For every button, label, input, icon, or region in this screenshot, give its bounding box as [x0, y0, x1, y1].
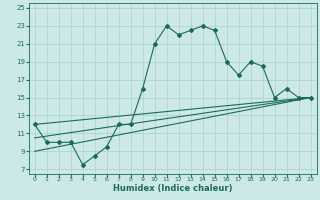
X-axis label: Humidex (Indice chaleur): Humidex (Indice chaleur) [113, 184, 232, 193]
